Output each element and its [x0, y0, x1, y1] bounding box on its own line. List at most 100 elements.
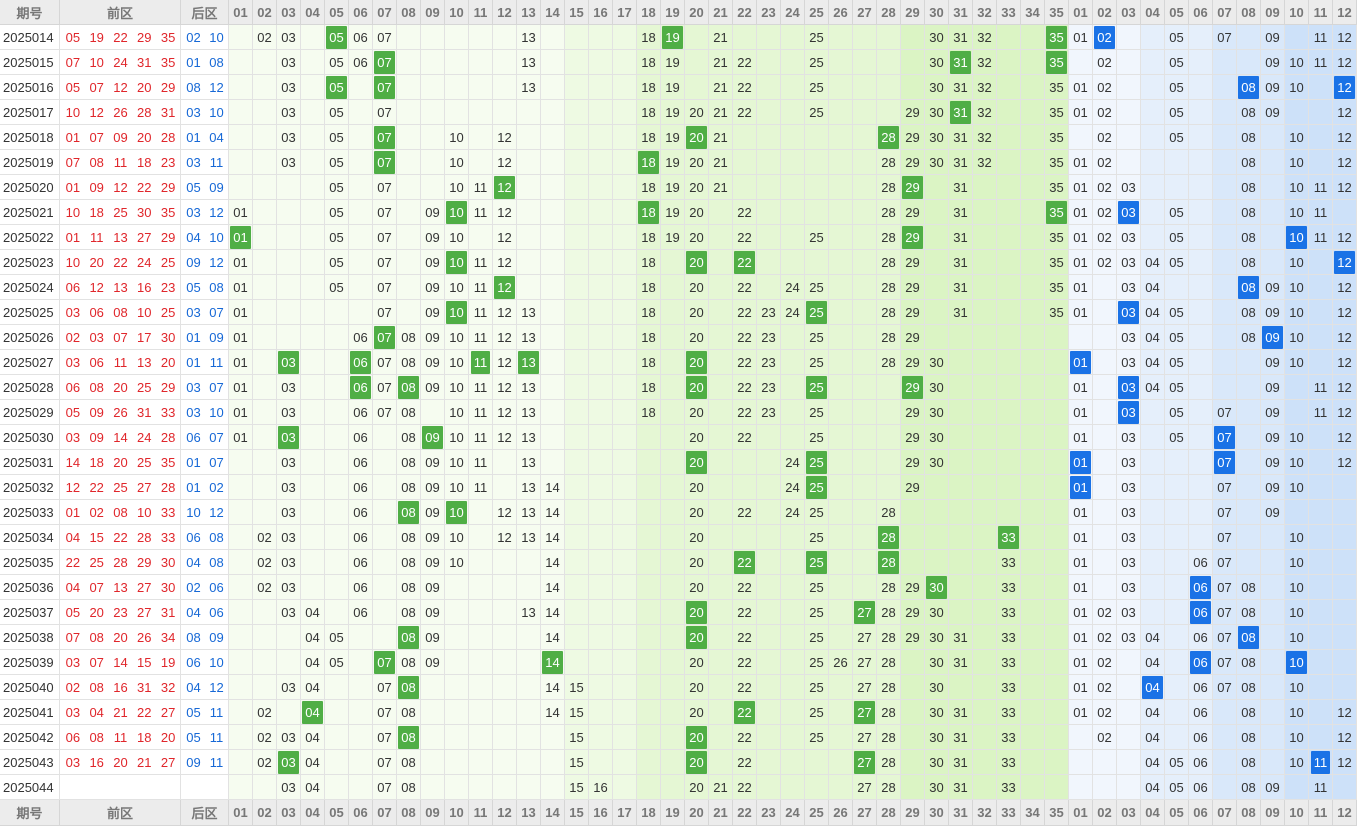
front-dist-number: 13: [521, 79, 536, 95]
back-cell: 06: [1189, 575, 1213, 600]
front-cell: [709, 200, 733, 225]
front-cell: [253, 50, 277, 75]
front-cell: [901, 700, 925, 725]
back-dist-number: 04: [1145, 254, 1160, 270]
front-cell: [757, 450, 781, 475]
back-cell: [1213, 350, 1237, 375]
back-cell: 01: [1069, 150, 1093, 175]
front-cell: [541, 25, 565, 50]
front-dist-number: 30: [929, 29, 944, 45]
back-dist-number: 12: [1337, 304, 1352, 320]
front-draw: 06 08 20 25 29: [60, 375, 181, 400]
back-cell: [1165, 175, 1189, 200]
back-cell: 03: [1117, 550, 1141, 575]
back-cell: [1261, 650, 1285, 675]
back-cell: [1165, 725, 1189, 750]
back-dist-number: 04: [1145, 279, 1160, 295]
front-draw: 03 09 14 24 28: [60, 425, 181, 450]
front-cell: [613, 175, 637, 200]
back-cell: [1141, 50, 1165, 75]
front-dist-number: 14: [545, 629, 560, 645]
front-dist-number: 22: [734, 250, 755, 274]
front-dist-number: 35: [1046, 25, 1067, 49]
front-cell: [1021, 775, 1045, 800]
front-cell: 20: [685, 400, 709, 425]
back-ball: 09: [186, 254, 201, 270]
front-cell: 20: [685, 325, 709, 350]
front-cell: 31: [949, 650, 973, 675]
front-cell: [469, 550, 493, 575]
front-ball: 08: [113, 504, 128, 520]
footer-front-number: 08: [397, 800, 421, 826]
front-cell: 25: [805, 400, 829, 425]
back-cell: [1141, 25, 1165, 50]
front-dist-number: 20: [689, 704, 704, 720]
front-cell: 13: [517, 375, 541, 400]
front-ball: 35: [160, 29, 176, 45]
front-cell: [565, 75, 589, 100]
front-cell: [709, 425, 733, 450]
front-dist-number: 30: [929, 379, 944, 395]
back-draw: 03 07: [181, 300, 229, 325]
front-cell: [277, 700, 301, 725]
back-dist-number: 08: [1241, 129, 1256, 145]
front-cell: 28: [877, 575, 901, 600]
front-cell: [997, 450, 1021, 475]
front-cell: 20: [685, 700, 709, 725]
front-cell: 08: [397, 575, 421, 600]
back-dist-number: 01: [1073, 229, 1088, 245]
front-cell: 12: [493, 150, 517, 175]
back-draw: 09 11: [181, 750, 229, 775]
back-dist-number: 06: [1193, 629, 1208, 645]
back-cell: 12: [1333, 75, 1357, 100]
front-cell: [757, 600, 781, 625]
back-dist-number: 02: [1097, 654, 1112, 670]
front-cell: [1021, 600, 1045, 625]
front-cell: [349, 625, 373, 650]
front-dist-number: 31: [953, 154, 968, 170]
front-ball: 20: [137, 129, 152, 145]
back-cell: [1309, 650, 1333, 675]
front-cell: [757, 250, 781, 275]
front-ball: 04: [65, 579, 81, 595]
back-dist-number: 02: [1097, 604, 1112, 620]
front-dist-number: 09: [425, 329, 440, 345]
front-cell: [709, 350, 733, 375]
back-cell: [1333, 525, 1357, 550]
front-ball: 13: [137, 354, 152, 370]
front-cell: 02: [253, 575, 277, 600]
front-dist-number: 15: [569, 704, 584, 720]
front-cell: [805, 125, 829, 150]
front-cell: [613, 400, 637, 425]
front-ball: 06: [89, 354, 104, 370]
back-ball: 03: [186, 304, 201, 320]
footer-front-number: 21: [709, 800, 733, 826]
back-cell: 09: [1261, 300, 1285, 325]
back-dist-number: 06: [1193, 754, 1208, 770]
front-ball: 07: [113, 329, 128, 345]
front-dist-number: 22: [737, 754, 752, 770]
front-dist-number: 32: [977, 104, 992, 120]
front-cell: [901, 25, 925, 50]
front-dist-number: 02: [257, 554, 272, 570]
front-cell: [997, 500, 1021, 525]
front-cell: [301, 25, 325, 50]
front-cell: 09: [421, 575, 445, 600]
front-cell: 29: [901, 625, 925, 650]
front-cell: [229, 550, 253, 575]
front-draw: 03 06 08 10 25: [60, 300, 181, 325]
issue: 2025041: [0, 700, 60, 725]
back-dist-number: 01: [1073, 704, 1088, 720]
front-cell: [565, 150, 589, 175]
back-ball: 08: [209, 279, 224, 295]
front-cell: 21: [709, 100, 733, 125]
back-dist-number: 08: [1241, 154, 1256, 170]
header-front-number: 11: [469, 0, 493, 25]
front-dist-number: 01: [233, 204, 248, 220]
back-cell: [1237, 500, 1261, 525]
back-dist-number: 11: [1313, 229, 1328, 245]
back-cell: [1261, 225, 1285, 250]
front-dist-number: 09: [422, 425, 443, 449]
back-dist-number: 10: [1289, 154, 1304, 170]
front-cell: [1021, 475, 1045, 500]
